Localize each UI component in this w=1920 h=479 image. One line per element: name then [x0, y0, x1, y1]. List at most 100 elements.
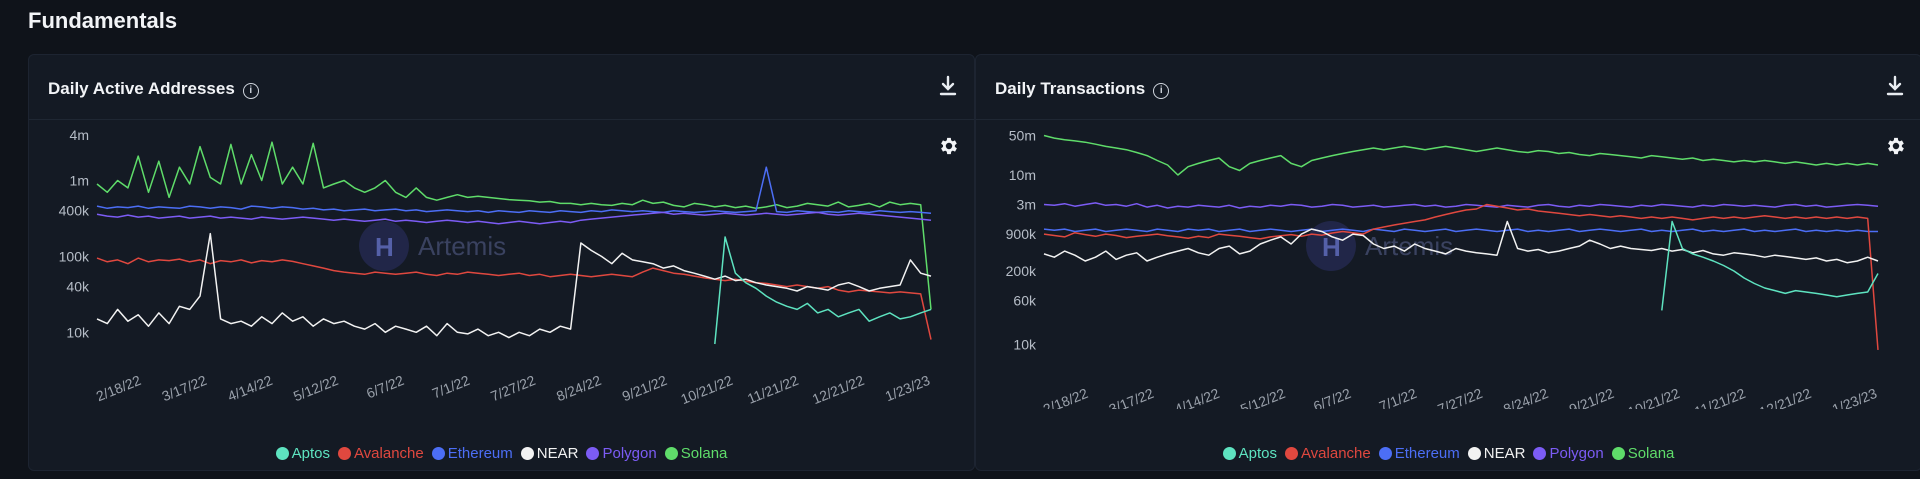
- card-header: Daily Active Addresses i: [29, 55, 974, 120]
- x-tick-label: 10/21/22: [678, 372, 735, 407]
- daily-transactions-card: Daily Transactions i H Artemis 50m 10m 3m 900k…: [975, 54, 1920, 471]
- y-tick-label: 50m: [1009, 127, 1036, 143]
- chart-legend: Aptos Avalanche Ethereum NEAR Polygon Solana: [29, 445, 974, 462]
- x-tick-label: 2/18/22: [1041, 385, 1091, 409]
- legend-swatch: [275, 447, 289, 460]
- series-line-ethereum[interactable]: [96, 166, 932, 215]
- artemis-watermark: H Artemis: [1306, 221, 1453, 271]
- x-tick-label: 6/7/22: [1311, 385, 1353, 409]
- x-tick-label: 3/17/22: [1107, 385, 1157, 409]
- legend-item-polygon[interactable]: Polygon: [586, 445, 657, 462]
- y-tick-label: 4m: [70, 127, 89, 143]
- x-tick-label: 1/23/23: [1830, 385, 1880, 409]
- series-line-avalanche[interactable]: [96, 257, 932, 340]
- series-line-near[interactable]: [96, 232, 932, 339]
- legend-swatch: [664, 447, 678, 460]
- card-header: Daily Transactions i: [976, 55, 1920, 120]
- legend-label: Avalanche: [1300, 445, 1371, 462]
- legend-swatch: [431, 447, 445, 460]
- chart-plot: H Artemis 50m 10m 3m 900k 200k 60k 10k 2/18/22 3/1…: [1006, 127, 1880, 409]
- legend-swatch: [520, 447, 534, 460]
- y-tick-label: 200k: [1006, 263, 1037, 279]
- card-title-text: Daily Active Addresses: [48, 79, 235, 98]
- legend-label: Polygon: [1549, 445, 1604, 462]
- x-tick-label: 10/21/22: [1625, 385, 1682, 409]
- y-tick-label: 10m: [1009, 167, 1036, 183]
- x-tick-label: 7/1/22: [1377, 385, 1419, 409]
- series-line-near[interactable]: [1043, 220, 1879, 264]
- y-tick-label: 10k: [66, 324, 90, 340]
- legend-label: Solana: [1627, 445, 1675, 462]
- x-tick-label: 8/24/22: [554, 372, 604, 404]
- daily-active-addresses-card: Daily Active Addresses i H Artemis 4m 1m 400k…: [28, 54, 975, 471]
- legend-item-aptos[interactable]: Aptos: [275, 445, 330, 462]
- chart-plot: H Artemis 4m 1m 400k 100k 40k 10k 2/18/22 3/17/22…: [59, 127, 933, 407]
- legend-item-avalanche[interactable]: Avalanche: [1284, 445, 1371, 462]
- x-tick-label: 11/21/22: [1692, 385, 1748, 409]
- legend-swatch: [586, 447, 600, 460]
- y-tick-label: 60k: [1013, 293, 1037, 309]
- series-line-ethereum[interactable]: [1043, 228, 1878, 233]
- legend-label: Solana: [680, 445, 728, 462]
- x-tick-label: 11/21/22: [745, 372, 801, 407]
- card-title: Daily Transactions i: [995, 79, 1170, 99]
- legend-item-aptos[interactable]: Aptos: [1222, 445, 1277, 462]
- legend-label: NEAR: [536, 445, 579, 462]
- section-title: Fundamentals: [28, 8, 178, 33]
- y-tick-label: 100k: [59, 248, 90, 264]
- x-tick-label: 7/27/22: [488, 372, 538, 404]
- gear-icon[interactable]: [938, 135, 960, 157]
- legend-swatch: [1284, 447, 1298, 460]
- legend-item-ethereum[interactable]: Ethereum: [1378, 445, 1460, 462]
- legend-item-near[interactable]: NEAR: [520, 445, 579, 462]
- series-line-solana[interactable]: [1043, 134, 1879, 176]
- artemis-watermark: H Artemis: [359, 221, 506, 271]
- x-tick-label: 4/14/22: [225, 372, 275, 404]
- y-tick-label: 400k: [59, 203, 90, 219]
- legend-item-avalanche[interactable]: Avalanche: [337, 445, 424, 462]
- watermark-text: Artemis: [418, 231, 506, 261]
- series-line-solana[interactable]: [96, 141, 932, 310]
- svg-text:H: H: [375, 232, 394, 262]
- x-tick-label: 8/24/22: [1501, 385, 1551, 409]
- x-tick-label: 4/14/22: [1172, 385, 1222, 409]
- x-tick-label: 2/18/22: [94, 372, 144, 404]
- card-title: Daily Active Addresses i: [48, 79, 259, 99]
- x-tick-label: 7/27/22: [1435, 385, 1485, 409]
- legend-swatch: [1611, 447, 1625, 460]
- y-tick-label: 900k: [1006, 226, 1037, 242]
- y-tick-label: 1m: [70, 173, 89, 189]
- legend-item-ethereum[interactable]: Ethereum: [431, 445, 513, 462]
- series-line-avalanche[interactable]: [1043, 203, 1879, 350]
- series-line-polygon[interactable]: [1043, 202, 1879, 209]
- legend-label: NEAR: [1483, 445, 1526, 462]
- y-tick-label: 3m: [1017, 197, 1036, 213]
- x-tick-label: 9/21/22: [1567, 385, 1617, 409]
- gear-icon[interactable]: [1885, 135, 1907, 157]
- series-line-polygon[interactable]: [96, 211, 932, 225]
- svg-text:H: H: [1322, 232, 1341, 262]
- info-icon[interactable]: i: [242, 83, 259, 99]
- card-title-text: Daily Transactions: [995, 79, 1146, 98]
- legend-item-solana[interactable]: Solana: [664, 445, 728, 462]
- x-tick-label: 5/12/22: [1238, 385, 1288, 409]
- legend-item-polygon[interactable]: Polygon: [1533, 445, 1604, 462]
- x-tick-label: 7/1/22: [430, 372, 472, 401]
- legend-label: Aptos: [291, 445, 330, 462]
- x-tick-label: 12/21/22: [810, 372, 867, 407]
- y-tick-label: 10k: [1013, 336, 1037, 352]
- series-line-aptos[interactable]: [1661, 220, 1879, 311]
- download-icon[interactable]: [1885, 75, 1905, 97]
- series-line-aptos[interactable]: [714, 236, 932, 345]
- chart-legend: Aptos Avalanche Ethereum NEAR Polygon Solana: [976, 445, 1920, 462]
- x-tick-label: 3/17/22: [160, 372, 210, 404]
- legend-swatch: [1222, 447, 1236, 460]
- x-tick-label: 9/21/22: [620, 372, 670, 404]
- x-tick-label: 6/7/22: [364, 372, 406, 401]
- legend-item-near[interactable]: NEAR: [1467, 445, 1526, 462]
- download-icon[interactable]: [938, 75, 958, 97]
- legend-label: Aptos: [1238, 445, 1277, 462]
- legend-item-solana[interactable]: Solana: [1611, 445, 1675, 462]
- info-icon[interactable]: i: [1153, 83, 1170, 99]
- x-tick-label: 5/12/22: [291, 372, 341, 404]
